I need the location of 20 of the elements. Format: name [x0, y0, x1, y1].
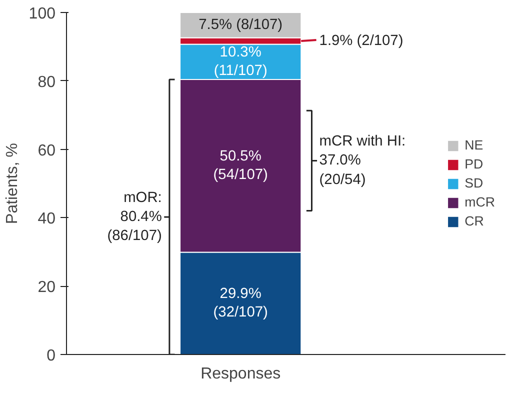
y-tick-label: 80 [38, 74, 56, 91]
y-tick-label: 60 [38, 142, 56, 160]
legend-label: CR [464, 214, 485, 228]
legend-label: mCR [464, 194, 495, 210]
data-label: 29.9% (32/107) [213, 286, 268, 321]
data-label: 50.5% (54/107) [213, 148, 268, 184]
annotation: mCR with HI: 37.0% (20/54) [319, 134, 406, 188]
legend-label: NE [464, 138, 484, 152]
x-tick-label: Responses [200, 366, 281, 382]
legend-label: PD [464, 156, 484, 172]
data-label: 10.3% (11/107) [214, 44, 268, 80]
y-tick-label: 0 [46, 348, 56, 364]
y-axis-title: Patients, % [4, 143, 21, 224]
y-tick-label: 100 [28, 6, 56, 22]
data-label: 1.9% (2/107) [319, 33, 404, 50]
y-tick-label: 20 [38, 279, 56, 296]
data-label: 7.5% (8/107) [198, 16, 283, 33]
y-tick-label: 40 [38, 210, 56, 228]
annotation: mOR: 80.4% (86/107) [107, 190, 162, 244]
legend-label: SD [464, 176, 484, 190]
